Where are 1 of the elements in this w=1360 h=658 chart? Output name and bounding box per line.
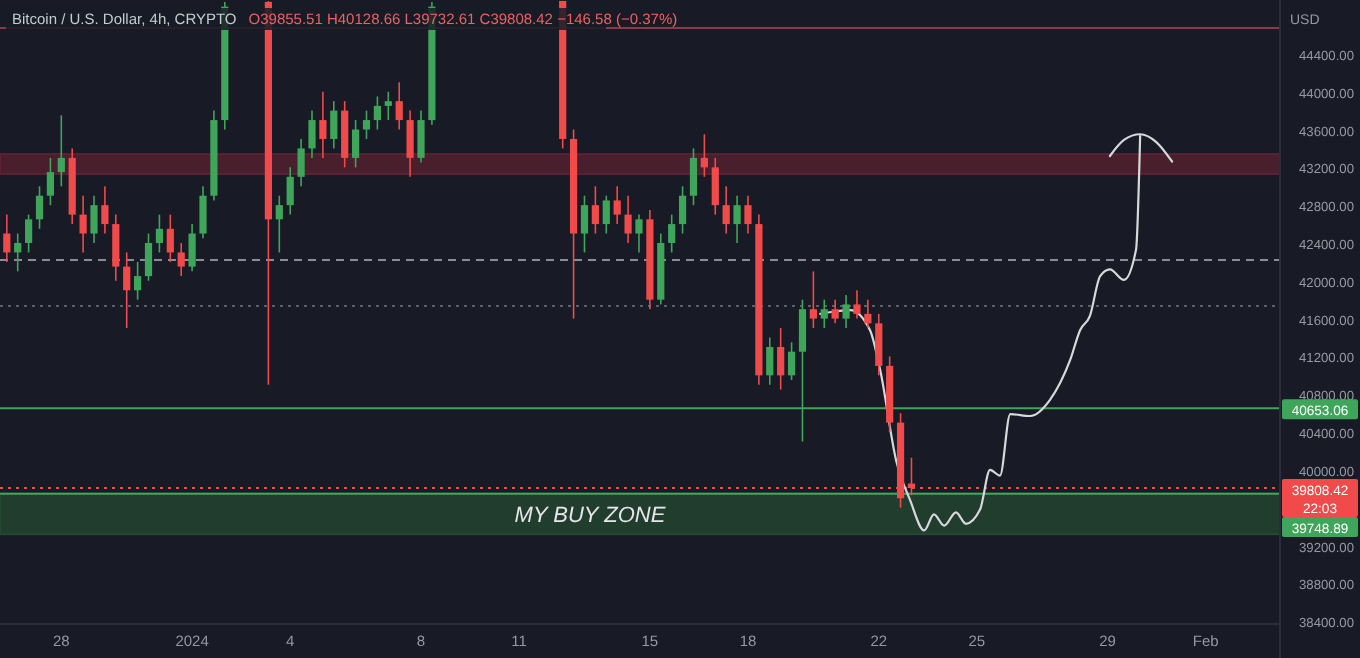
band-label: MY BUY ZONE: [514, 503, 667, 528]
